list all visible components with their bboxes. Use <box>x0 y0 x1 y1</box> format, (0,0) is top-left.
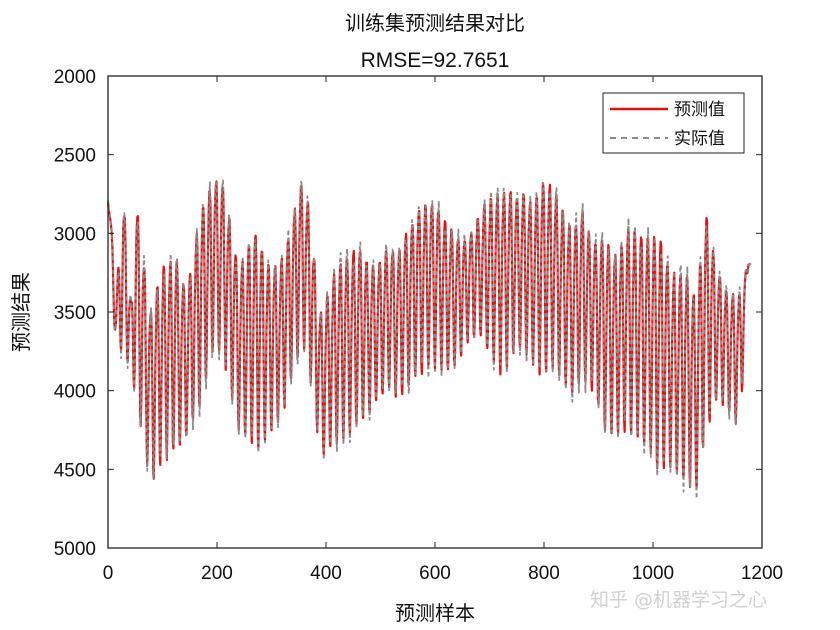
x-tick-label: 1000 <box>632 563 674 584</box>
y-tick-label: 2500 <box>54 146 96 167</box>
y-tick-label: 4000 <box>54 382 96 403</box>
legend-label-actual: 实际值 <box>674 129 725 149</box>
watermark: 知乎 @机器学习之心 <box>590 589 767 611</box>
legend-label-predicted: 预测值 <box>674 100 725 120</box>
y-tick-label: 4500 <box>54 460 96 481</box>
y-tick-label: 3000 <box>54 224 96 245</box>
x-tick-label: 400 <box>310 563 342 584</box>
y-tick-label: 3500 <box>54 303 96 324</box>
y-axis-label: 预测结果 <box>9 272 33 352</box>
x-tick-label: 600 <box>419 563 451 584</box>
legend: 预测值 实际值 <box>602 92 745 154</box>
x-tick-label: 1200 <box>741 563 783 584</box>
chart-subtitle: RMSE=92.7651 <box>361 49 510 72</box>
x-axis-label: 预测样本 <box>395 601 475 625</box>
series-line-actual <box>107 179 752 500</box>
legend-box <box>602 92 745 154</box>
y-tick-label: 2000 <box>54 67 96 88</box>
x-tick-label: 200 <box>201 563 233 584</box>
ticks: 0 200 400 600 800 1000 1200 2000 2500 3000 3500 400… <box>54 67 783 584</box>
x-tick-label: 800 <box>528 563 560 584</box>
plot-area <box>106 179 752 500</box>
x-tick-label: 0 <box>103 563 114 584</box>
chart-title: 训练集预测结果对比 <box>345 11 525 35</box>
y-tick-label: 5000 <box>54 539 96 560</box>
